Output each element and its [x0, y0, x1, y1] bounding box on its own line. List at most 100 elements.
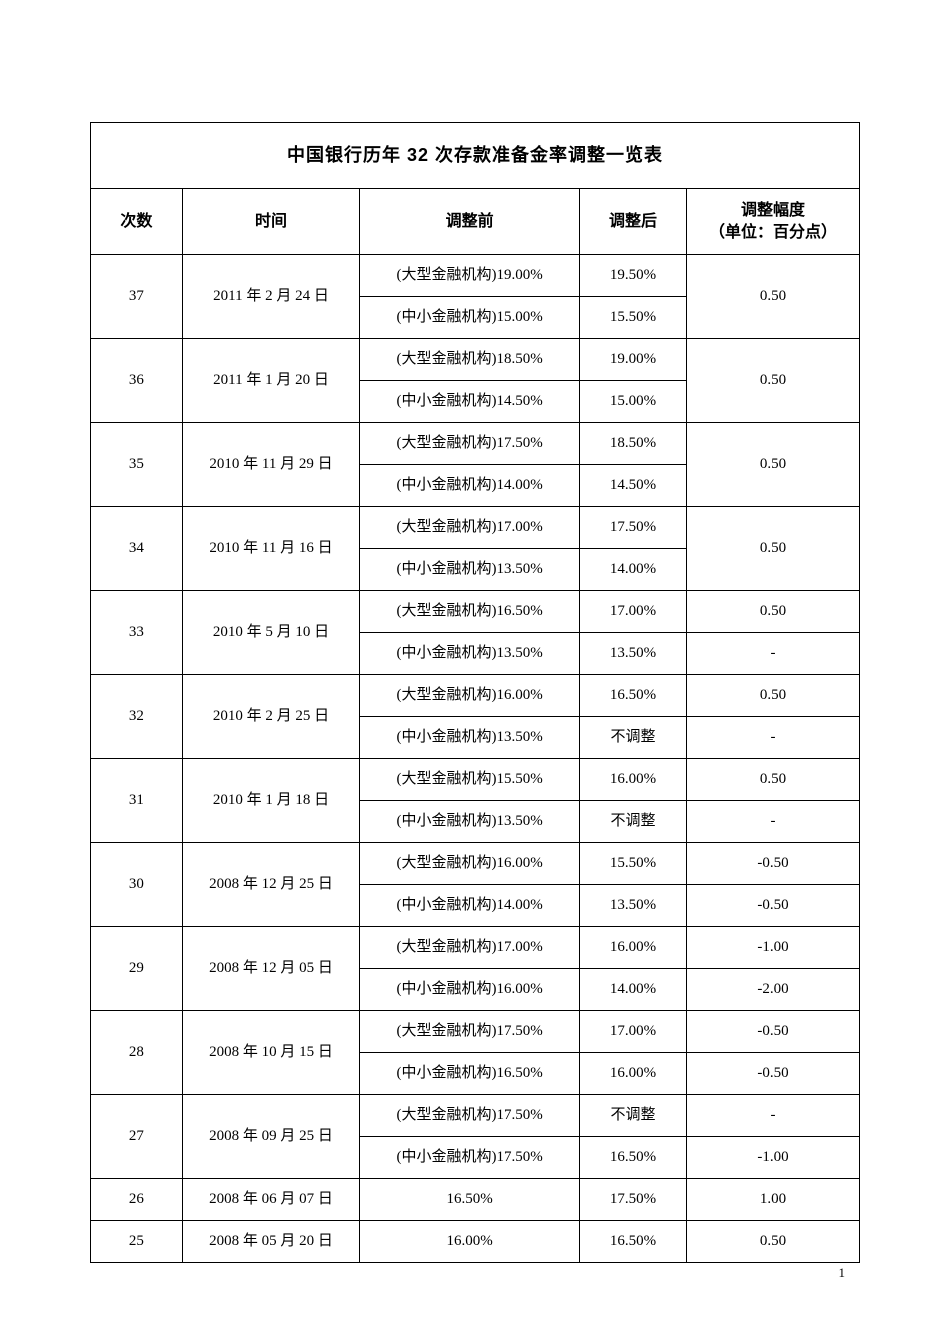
- cell-post: 16.50%: [580, 1221, 687, 1263]
- cell-post: 17.00%: [580, 591, 687, 633]
- cell-post: 16.50%: [580, 1137, 687, 1179]
- page-content: 中国银行历年 32 次存款准备金率调整一览表 次数 时间 调整前 调整后 调整幅…: [90, 122, 860, 1263]
- cell-delta: -2.00: [686, 969, 859, 1011]
- page-number: 1: [839, 1265, 846, 1281]
- cell-num: 29: [91, 927, 183, 1011]
- cell-date: 2008 年 09 月 25 日: [182, 1095, 359, 1179]
- cell-date: 2010 年 5 月 10 日: [182, 591, 359, 675]
- col-header-num: 次数: [91, 189, 183, 255]
- table-row: 282008 年 10 月 15 日(大型金融机构)17.50%17.00%-0…: [91, 1011, 860, 1053]
- cell-num: 31: [91, 759, 183, 843]
- table-row: 272008 年 09 月 25 日(大型金融机构)17.50%不调整-: [91, 1095, 860, 1137]
- table-header-row: 次数 时间 调整前 调整后 调整幅度 （单位：百分点）: [91, 189, 860, 255]
- table-title-row: 中国银行历年 32 次存款准备金率调整一览表: [91, 123, 860, 189]
- cell-post: 19.50%: [580, 255, 687, 297]
- cell-pre: (大型金融机构)17.00%: [360, 507, 580, 549]
- cell-post: 16.00%: [580, 759, 687, 801]
- cell-num: 30: [91, 843, 183, 927]
- cell-pre: (中小金融机构)13.50%: [360, 717, 580, 759]
- cell-pre: (大型金融机构)18.50%: [360, 339, 580, 381]
- cell-num: 37: [91, 255, 183, 339]
- cell-num: 33: [91, 591, 183, 675]
- cell-date: 2011 年 2 月 24 日: [182, 255, 359, 339]
- cell-num: 34: [91, 507, 183, 591]
- cell-pre: (中小金融机构)16.00%: [360, 969, 580, 1011]
- cell-delta: -: [686, 717, 859, 759]
- cell-pre: (中小金融机构)14.00%: [360, 465, 580, 507]
- table-row: 362011 年 1 月 20 日(大型金融机构)18.50%19.00%0.5…: [91, 339, 860, 381]
- table-body: 中国银行历年 32 次存款准备金率调整一览表 次数 时间 调整前 调整后 调整幅…: [91, 123, 860, 1263]
- cell-post: 15.50%: [580, 843, 687, 885]
- cell-date: 2010 年 11 月 29 日: [182, 423, 359, 507]
- cell-date: 2008 年 10 月 15 日: [182, 1011, 359, 1095]
- cell-pre: (大型金融机构)16.00%: [360, 843, 580, 885]
- cell-post: 16.50%: [580, 675, 687, 717]
- cell-pre: (中小金融机构)17.50%: [360, 1137, 580, 1179]
- col-header-pre: 调整前: [360, 189, 580, 255]
- col-header-delta: 调整幅度 （单位：百分点）: [686, 189, 859, 255]
- table-row: 292008 年 12 月 05 日(大型金融机构)17.00%16.00%-1…: [91, 927, 860, 969]
- cell-pre: (大型金融机构)17.50%: [360, 1011, 580, 1053]
- table-row: 262008 年 06 月 07 日16.50%17.50%1.00: [91, 1179, 860, 1221]
- table-row: 252008 年 05 月 20 日16.00%16.50%0.50: [91, 1221, 860, 1263]
- cell-post: 不调整: [580, 801, 687, 843]
- reserve-ratio-table: 中国银行历年 32 次存款准备金率调整一览表 次数 时间 调整前 调整后 调整幅…: [90, 122, 860, 1263]
- cell-pre: (大型金融机构)15.50%: [360, 759, 580, 801]
- cell-date: 2010 年 1 月 18 日: [182, 759, 359, 843]
- cell-post: 14.50%: [580, 465, 687, 507]
- cell-pre: (中小金融机构)14.00%: [360, 885, 580, 927]
- cell-pre: 16.50%: [360, 1179, 580, 1221]
- cell-delta: 0.50: [686, 255, 859, 339]
- col-header-date: 时间: [182, 189, 359, 255]
- cell-post: 17.50%: [580, 507, 687, 549]
- cell-pre: 16.00%: [360, 1221, 580, 1263]
- cell-delta: 0.50: [686, 423, 859, 507]
- table-row: 352010 年 11 月 29 日(大型金融机构)17.50%18.50%0.…: [91, 423, 860, 465]
- cell-pre: (大型金融机构)16.00%: [360, 675, 580, 717]
- cell-num: 25: [91, 1221, 183, 1263]
- cell-num: 26: [91, 1179, 183, 1221]
- cell-pre: (大型金融机构)17.50%: [360, 1095, 580, 1137]
- col-header-post: 调整后: [580, 189, 687, 255]
- cell-delta: 0.50: [686, 675, 859, 717]
- cell-date: 2011 年 1 月 20 日: [182, 339, 359, 423]
- cell-post: 15.00%: [580, 381, 687, 423]
- table-row: 312010 年 1 月 18 日(大型金融机构)15.50%16.00%0.5…: [91, 759, 860, 801]
- cell-delta: -: [686, 1095, 859, 1137]
- cell-pre: (大型金融机构)17.00%: [360, 927, 580, 969]
- cell-date: 2008 年 12 月 25 日: [182, 843, 359, 927]
- cell-post: 13.50%: [580, 633, 687, 675]
- cell-post: 18.50%: [580, 423, 687, 465]
- cell-post: 16.00%: [580, 927, 687, 969]
- cell-delta: -0.50: [686, 843, 859, 885]
- cell-num: 36: [91, 339, 183, 423]
- col-header-delta-l2: （单位：百分点）: [709, 224, 837, 241]
- cell-delta: 0.50: [686, 591, 859, 633]
- cell-post: 不调整: [580, 717, 687, 759]
- cell-num: 27: [91, 1095, 183, 1179]
- col-header-delta-l1: 调整幅度: [741, 202, 805, 219]
- cell-pre: (中小金融机构)13.50%: [360, 549, 580, 591]
- cell-delta: 0.50: [686, 507, 859, 591]
- cell-delta: 0.50: [686, 339, 859, 423]
- table-row: 302008 年 12 月 25 日(大型金融机构)16.00%15.50%-0…: [91, 843, 860, 885]
- cell-pre: (中小金融机构)13.50%: [360, 633, 580, 675]
- cell-delta: -1.00: [686, 1137, 859, 1179]
- cell-pre: (中小金融机构)15.00%: [360, 297, 580, 339]
- cell-post: 15.50%: [580, 297, 687, 339]
- cell-date: 2008 年 05 月 20 日: [182, 1221, 359, 1263]
- cell-pre: (中小金融机构)13.50%: [360, 801, 580, 843]
- cell-pre: (大型金融机构)19.00%: [360, 255, 580, 297]
- table-title: 中国银行历年 32 次存款准备金率调整一览表: [91, 123, 860, 189]
- cell-date: 2008 年 12 月 05 日: [182, 927, 359, 1011]
- cell-delta: -0.50: [686, 1053, 859, 1095]
- table-row: 332010 年 5 月 10 日(大型金融机构)16.50%17.00%0.5…: [91, 591, 860, 633]
- cell-date: 2010 年 11 月 16 日: [182, 507, 359, 591]
- cell-post: 不调整: [580, 1095, 687, 1137]
- cell-post: 14.00%: [580, 549, 687, 591]
- cell-delta: -0.50: [686, 885, 859, 927]
- cell-post: 17.00%: [580, 1011, 687, 1053]
- cell-pre: (大型金融机构)16.50%: [360, 591, 580, 633]
- cell-pre: (中小金融机构)16.50%: [360, 1053, 580, 1095]
- cell-post: 19.00%: [580, 339, 687, 381]
